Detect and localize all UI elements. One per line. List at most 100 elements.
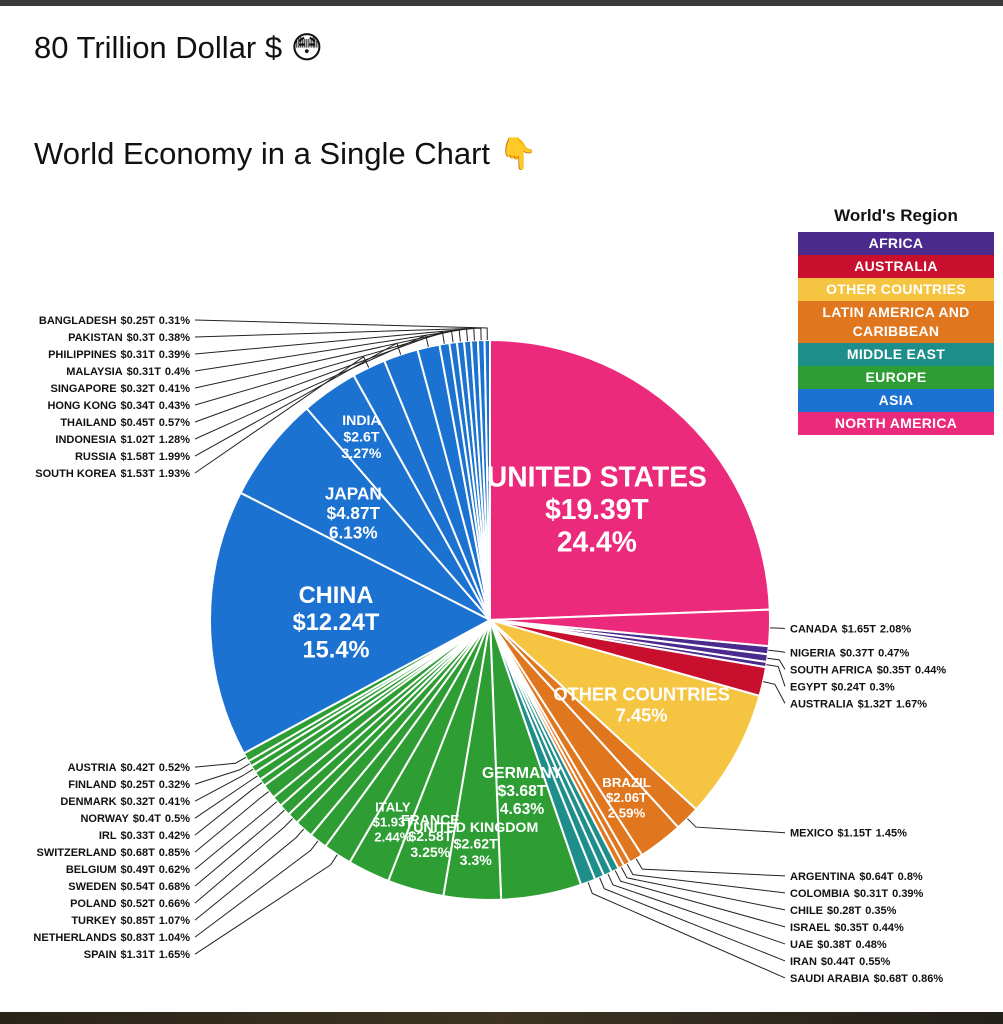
region-cell — [489, 608, 771, 648]
outside-label-share-label: 0.85% — [159, 847, 190, 859]
outside-label-share-label: 0.8% — [898, 871, 923, 883]
outside-label-label: SPAIN — [84, 949, 117, 961]
cell-label-share-label: 15.4% — [302, 637, 369, 663]
outside-label-share-label: 1.67% — [896, 698, 927, 710]
leader-line — [194, 768, 254, 802]
cell-label-share-label: 24.4% — [557, 525, 637, 557]
outside-label-share-label: 1.04% — [159, 932, 190, 944]
outside-label: IRL $0.33T 0.42% — [99, 830, 190, 842]
cell-label: GERMANY $3.68T 4.63% — [482, 765, 563, 818]
outside-label-label: INDONESIA — [55, 434, 116, 446]
outside-label-value-label: $0.42T — [121, 762, 156, 774]
outside-label-label: POLAND — [70, 898, 117, 910]
outside-label-label: RUSSIA — [75, 451, 117, 463]
outside-label-share-label: 0.42% — [159, 830, 190, 842]
cell-label-value-label: $4.87T — [327, 503, 381, 523]
outside-label-value-label: $1.15T — [837, 828, 872, 840]
outside-label: NIGERIA $0.37T 0.47% — [790, 647, 910, 659]
leader-line — [194, 356, 370, 474]
outside-label-share-label: 1.93% — [159, 468, 190, 480]
leader-line — [194, 329, 461, 389]
outside-label-value-label: $0.64T — [859, 871, 894, 883]
outside-label-share-label: 0.52% — [159, 762, 190, 774]
outside-label: CHILE $0.28T 0.35% — [790, 905, 897, 917]
outside-label-label: CHILE — [790, 905, 823, 917]
outside-label-value-label: $1.65T — [842, 623, 877, 635]
outside-label-label: NETHERLANDS — [33, 932, 116, 944]
outside-label-share-label: 0.44% — [915, 664, 946, 676]
outside-label: POLAND $0.52T 0.66% — [70, 898, 190, 910]
outside-label: INDONESIA $1.02T 1.28% — [55, 434, 190, 446]
outside-label-label: NIGERIA — [790, 647, 836, 659]
outside-label-share-label: 0.31% — [159, 315, 190, 327]
cell-label-share-label: 3.3% — [460, 853, 493, 869]
outside-label: SAUDI ARABIA $0.68T 0.86% — [790, 973, 943, 985]
outside-label: SINGAPORE $0.32T 0.41% — [51, 383, 191, 395]
legend-entry: AFRICA — [798, 232, 994, 255]
cell-label: UNITED STATES $19.39T 24.4% — [487, 461, 707, 558]
cell-label-label: FRANCE — [401, 812, 460, 828]
outside-label-value-label: $0.49T — [121, 864, 156, 876]
legend-entry: EUROPE — [798, 366, 994, 389]
leader-line — [635, 858, 786, 877]
outside-label-label: PHILIPPINES — [48, 349, 116, 361]
outside-label: PHILIPPINES $0.31T 0.39% — [48, 349, 190, 361]
outside-label-value-label: $0.85T — [121, 915, 156, 927]
leader-line — [194, 801, 278, 870]
outside-label-value-label: $0.28T — [827, 905, 862, 917]
outside-label-share-label: 1.45% — [876, 828, 907, 840]
leader-line — [194, 763, 250, 785]
outside-label-share-label: 0.48% — [855, 939, 886, 951]
leader-line — [194, 809, 285, 887]
outside-label: FINLAND $0.25T 0.32% — [68, 779, 190, 791]
outside-label: SOUTH KOREA $1.53T 1.93% — [35, 468, 190, 480]
outside-label-label: DENMARK — [60, 796, 116, 808]
outside-label-value-label: $0.4T — [133, 813, 161, 825]
leader-line — [194, 828, 305, 921]
leader-line — [763, 681, 786, 704]
labels: OTHER COUNTRIES 7.45% BRAZIL $2.06T 2.59% GER… — [33, 315, 946, 985]
outside-label: PAKISTAN $0.3T 0.38% — [68, 332, 190, 344]
outside-label: SOUTH AFRICA $0.35T 0.44% — [790, 664, 946, 676]
outside-label-share-label: 0.43% — [159, 400, 190, 412]
cell-label-value-label: $2.58T — [408, 828, 452, 844]
outside-label-share-label: 0.3% — [870, 681, 895, 693]
outside-label-value-label: $0.52T — [121, 898, 156, 910]
leader-line — [194, 791, 270, 853]
region-cell — [489, 619, 761, 811]
outside-label: AUSTRALIA $1.32T 1.67% — [790, 698, 927, 710]
cell-label: JAPAN $4.87T 6.13% — [325, 483, 382, 542]
outside-label-share-label: 0.47% — [878, 647, 909, 659]
outside-label-share-label: 0.39% — [892, 888, 923, 900]
cell-label: CHINA $12.24T 15.4% — [293, 583, 380, 663]
cell-label-label: ITALY — [375, 799, 411, 814]
leader-line — [626, 863, 786, 894]
leader-line — [620, 867, 786, 911]
outside-label-label: THAILAND — [60, 417, 116, 429]
leader-line — [194, 782, 263, 836]
leader-line — [194, 328, 468, 372]
cell-label-share-label: 3.25% — [410, 844, 450, 860]
outside-label: UAE $0.38T 0.48% — [790, 939, 887, 951]
cell-label-label: CHINA — [299, 583, 374, 609]
outside-label-label: SOUTH KOREA — [35, 468, 116, 480]
outside-label-value-label: $0.35T — [834, 922, 869, 934]
leader-line — [768, 649, 786, 653]
outside-label-share-label: 1.07% — [159, 915, 190, 927]
outside-label-label: ARGENTINA — [790, 871, 855, 883]
outside-label-value-label: $1.31T — [121, 949, 156, 961]
outside-label-share-label: 0.57% — [159, 417, 190, 429]
outside-label-value-label: $0.33T — [121, 830, 156, 842]
outside-label: AUSTRIA $0.42T 0.52% — [68, 762, 191, 774]
cell-label: INDIA $2.6T 3.27% — [341, 412, 381, 461]
cell-label-label: UNITED KINGDOM — [413, 820, 538, 836]
cell-label-label: INDIA — [342, 412, 380, 428]
post-subtitle: World Economy in a Single Chart 👇 — [34, 136, 538, 171]
outside-label: ISRAEL $0.35T 0.44% — [790, 922, 904, 934]
outside-label-label: BANGLADESH — [39, 315, 117, 327]
leader-line — [614, 870, 786, 928]
cell-label-share-label: 6.13% — [329, 523, 378, 543]
outside-label-value-label: $0.38T — [817, 939, 852, 951]
outside-label-share-label: 0.4% — [165, 366, 190, 378]
top-bar — [0, 0, 1003, 6]
